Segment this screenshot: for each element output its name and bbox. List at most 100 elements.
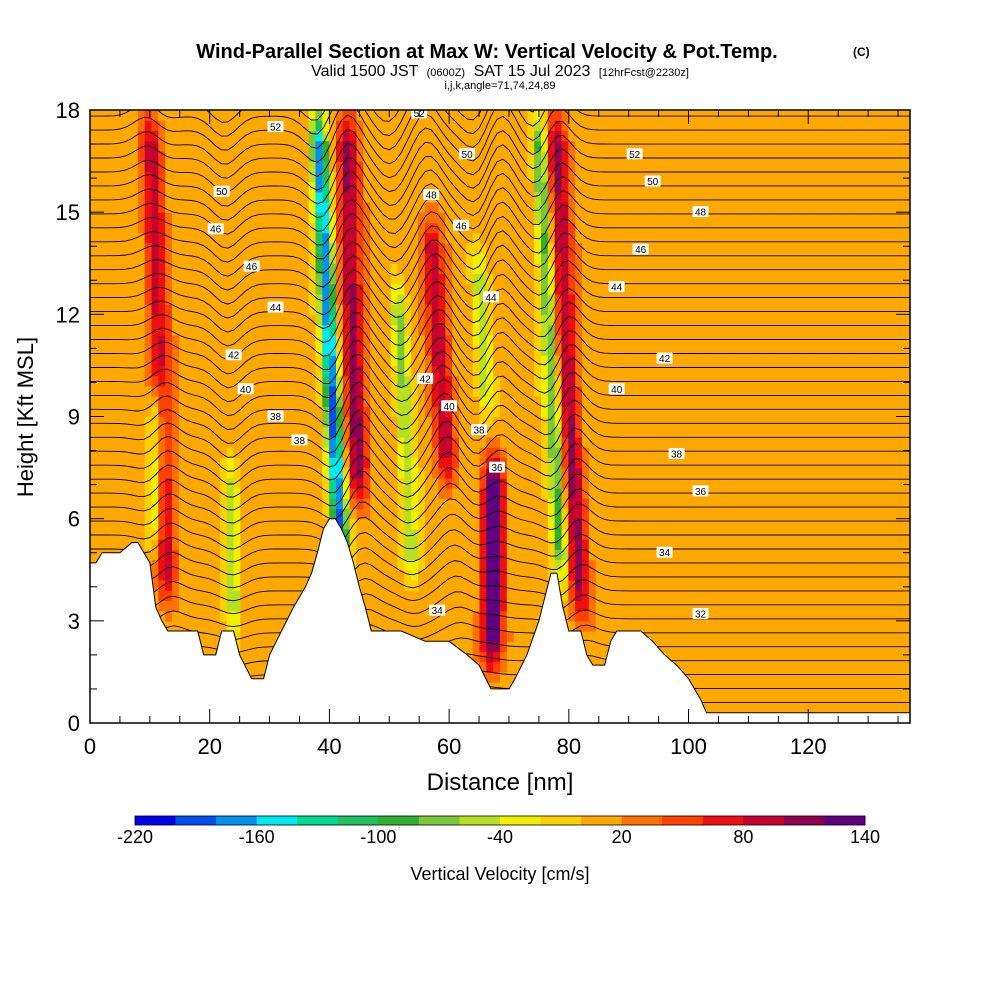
velocity-cell [267,365,276,377]
velocity-cell [254,528,262,540]
velocity-cell [493,416,501,428]
velocity-cell [841,600,850,612]
velocity-cell [377,304,385,315]
velocity-cell [896,457,904,469]
velocity-cell [137,539,146,550]
velocity-cell [588,498,597,510]
velocity-cell [96,385,105,397]
velocity-cell [404,600,412,612]
velocity-cell [582,365,590,377]
velocity-cell [288,498,296,510]
velocity-cell [206,600,214,612]
velocity-cell [103,457,112,469]
velocity-cell [800,396,809,407]
velocity-cell [431,488,440,499]
velocity-cell [397,426,405,438]
velocity-cell [869,610,877,622]
velocity-cell [192,590,200,601]
velocity-cell [493,539,501,550]
velocity-cell [869,314,877,326]
velocity-cell [677,631,686,642]
velocity-cell [117,334,125,346]
velocity-cell [752,314,761,326]
velocity-cell [875,549,884,561]
velocity-cell [609,569,617,581]
velocity-cell [862,406,870,418]
velocity-cell [568,590,576,601]
velocity-cell [718,426,727,438]
velocity-cell [288,416,296,428]
velocity-cell [746,661,754,673]
velocity-cell [274,457,282,469]
velocity-cell [575,416,583,428]
velocity-cell [711,396,720,407]
velocity-cell [752,579,761,591]
velocity-cell [486,355,494,367]
velocity-cell [479,436,487,448]
velocity-cell [677,539,686,550]
velocity-cell [746,365,754,377]
velocity-cell [534,447,542,458]
velocity-cell [418,467,426,479]
velocity-cell [725,396,733,407]
velocity-cell [869,559,877,571]
velocity-cell [636,426,645,438]
velocity-cell [623,600,631,612]
velocity-cell [274,631,282,642]
velocity-cell [281,477,289,489]
velocity-cell [616,447,624,458]
velocity-cell [725,549,733,561]
velocity-cell [206,631,214,642]
velocity-cell [882,518,891,530]
velocity-cell [575,324,583,336]
velocity-cell [575,447,583,458]
velocity-cell [172,600,180,612]
velocity-cell [383,314,392,326]
velocity-cell [424,559,433,571]
velocity-cell [855,436,863,448]
velocity-cell [588,539,597,550]
velocity-cell [500,324,508,336]
velocity-cell [199,559,207,571]
velocity-cell [780,355,788,367]
velocity-cell [684,671,692,683]
velocity-cell [834,702,843,714]
velocity-cell [397,477,405,489]
velocity-cell [506,477,515,489]
velocity-cell [636,559,645,571]
velocity-cell [711,661,720,673]
velocity-cell [793,620,802,632]
velocity-cell [103,467,112,479]
velocity-cell [711,559,720,571]
velocity-cell [493,641,501,653]
velocity-cell [766,549,774,561]
velocity-cell [718,365,727,377]
velocity-cell [725,559,733,571]
velocity-cell [199,590,207,601]
velocity-cell [732,600,740,612]
velocity-cell [329,385,337,397]
velocity-cell [240,569,248,581]
velocity-cell [718,477,727,489]
velocity-cell [841,579,850,591]
velocity-cell [144,324,153,336]
velocity-cell [342,467,351,479]
velocity-cell [862,610,870,622]
velocity-cell [131,426,139,438]
velocity-cell [848,590,856,601]
velocity-cell [226,314,235,326]
velocity-cell [848,651,856,663]
velocity-cell [739,467,747,479]
velocity-cell [206,447,214,458]
velocity-cell [479,631,487,642]
velocity-cell [199,579,207,591]
velocity-cell [308,488,317,499]
velocity-cell [718,355,727,367]
velocity-cell [903,355,910,367]
velocity-cell [431,610,440,622]
velocity-cell [609,355,617,367]
velocity-cell [752,600,761,612]
velocity-cell [547,406,556,418]
velocity-cell [807,396,815,407]
velocity-cell [418,518,426,530]
